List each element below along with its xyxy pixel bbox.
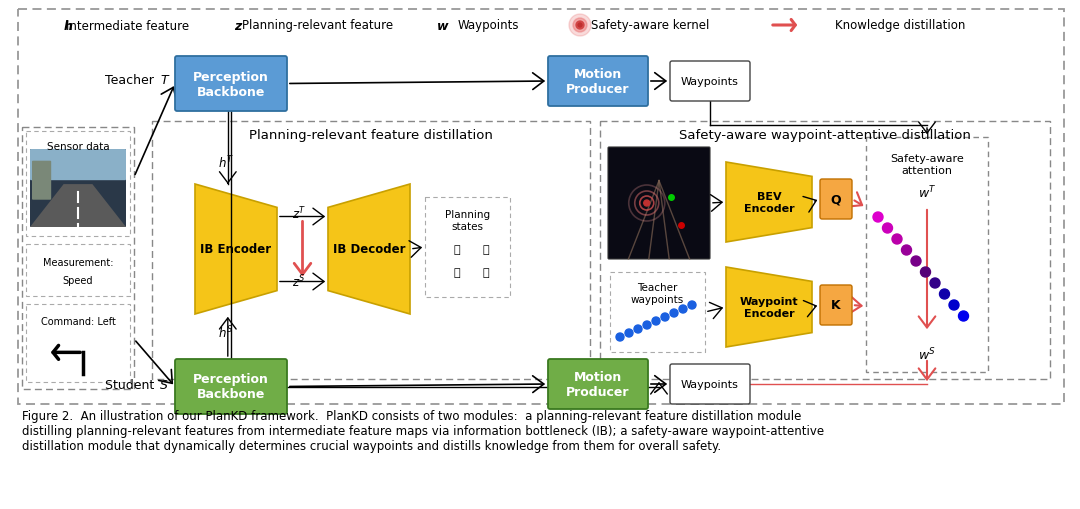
FancyBboxPatch shape (600, 122, 1050, 379)
Text: Figure 2.  An illustration of our PlanKD framework.  PlanKD consists of two modu: Figure 2. An illustration of our PlanKD … (22, 409, 824, 452)
Circle shape (616, 333, 624, 342)
Circle shape (679, 305, 687, 314)
Text: Student: Student (105, 379, 158, 392)
Text: 🚌: 🚌 (454, 244, 460, 254)
Circle shape (634, 325, 642, 333)
Text: BEV
Encoder: BEV Encoder (744, 192, 794, 213)
FancyBboxPatch shape (26, 132, 130, 237)
FancyBboxPatch shape (608, 148, 710, 260)
Text: S: S (160, 379, 167, 392)
Text: Perception
Backbone: Perception Backbone (193, 70, 269, 98)
FancyBboxPatch shape (866, 138, 988, 372)
Text: Intermediate feature: Intermediate feature (67, 19, 190, 33)
Polygon shape (726, 163, 812, 242)
Text: 🚦: 🚦 (454, 267, 460, 277)
Circle shape (920, 267, 931, 277)
Text: z: z (234, 19, 242, 33)
Text: Safety-aware kernel: Safety-aware kernel (591, 19, 710, 33)
Text: Planning-relevant feature distillation: Planning-relevant feature distillation (249, 129, 492, 142)
Circle shape (940, 290, 949, 299)
FancyBboxPatch shape (30, 150, 126, 181)
FancyBboxPatch shape (610, 272, 705, 352)
Circle shape (892, 235, 902, 244)
Text: Command: Left: Command: Left (41, 317, 116, 326)
Text: IB Encoder: IB Encoder (201, 243, 271, 256)
Text: Knowledge distillation: Knowledge distillation (835, 19, 966, 33)
FancyBboxPatch shape (175, 359, 287, 414)
Text: Safety-aware
attention: Safety-aware attention (890, 154, 963, 175)
Circle shape (569, 15, 591, 37)
Circle shape (688, 301, 696, 309)
Polygon shape (30, 185, 126, 228)
Circle shape (670, 309, 678, 318)
Text: Motion
Producer: Motion Producer (566, 370, 630, 398)
Circle shape (930, 278, 940, 289)
Text: $h^T$: $h^T$ (218, 154, 234, 171)
Text: Motion
Producer: Motion Producer (566, 68, 630, 96)
FancyBboxPatch shape (32, 161, 51, 201)
Text: Measurement:: Measurement: (43, 258, 113, 268)
FancyBboxPatch shape (820, 180, 852, 219)
Text: w: w (437, 19, 449, 33)
Text: Teacher
waypoints: Teacher waypoints (631, 282, 684, 304)
FancyBboxPatch shape (30, 150, 126, 228)
FancyBboxPatch shape (670, 364, 750, 404)
Text: 🛑: 🛑 (483, 244, 489, 254)
Circle shape (643, 321, 651, 329)
Polygon shape (195, 185, 276, 315)
Circle shape (949, 300, 959, 310)
Text: Planning-relevant feature: Planning-relevant feature (242, 19, 393, 33)
Text: $w^S$: $w^S$ (918, 346, 936, 362)
FancyBboxPatch shape (548, 359, 648, 409)
Circle shape (644, 201, 650, 207)
Polygon shape (726, 267, 812, 347)
Circle shape (912, 257, 921, 267)
Circle shape (573, 19, 588, 33)
Circle shape (625, 329, 633, 337)
FancyBboxPatch shape (175, 57, 287, 112)
Text: Waypoint
Encoder: Waypoint Encoder (740, 297, 798, 318)
Text: $z^T$: $z^T$ (292, 205, 307, 221)
Text: Planning
states: Planning states (445, 210, 490, 231)
Text: Waypoints: Waypoints (681, 379, 739, 389)
Text: h: h (64, 19, 72, 33)
Text: Safety-aware waypoint-attentive distillation: Safety-aware waypoint-attentive distilla… (679, 129, 971, 142)
Circle shape (578, 24, 582, 28)
Text: Teacher: Teacher (105, 73, 158, 87)
Text: Perception
Backbone: Perception Backbone (193, 373, 269, 401)
Circle shape (661, 314, 669, 321)
Text: 🏁: 🏁 (483, 267, 489, 277)
Circle shape (902, 245, 912, 256)
FancyBboxPatch shape (18, 10, 1064, 404)
Text: Sensor data: Sensor data (46, 142, 109, 152)
FancyBboxPatch shape (670, 62, 750, 102)
FancyBboxPatch shape (820, 286, 852, 325)
Circle shape (873, 213, 883, 222)
FancyBboxPatch shape (548, 57, 648, 107)
Text: $z^S$: $z^S$ (292, 274, 306, 290)
Polygon shape (328, 185, 410, 315)
FancyBboxPatch shape (152, 122, 590, 379)
Circle shape (652, 318, 660, 325)
Circle shape (882, 223, 892, 234)
Text: $h^S$: $h^S$ (218, 324, 233, 341)
FancyBboxPatch shape (22, 128, 134, 389)
Text: $w^T$: $w^T$ (918, 184, 936, 201)
Text: Waypoints: Waypoints (681, 77, 739, 87)
Text: Q: Q (831, 193, 841, 206)
FancyBboxPatch shape (426, 197, 510, 297)
Circle shape (576, 22, 584, 30)
Text: Waypoints: Waypoints (457, 19, 518, 33)
Text: IB Decoder: IB Decoder (333, 243, 405, 256)
Text: Speed: Speed (63, 276, 93, 286)
Text: T: T (160, 73, 167, 87)
Text: K: K (832, 299, 841, 312)
FancyBboxPatch shape (26, 304, 130, 382)
FancyBboxPatch shape (26, 244, 130, 296)
Circle shape (959, 312, 969, 321)
